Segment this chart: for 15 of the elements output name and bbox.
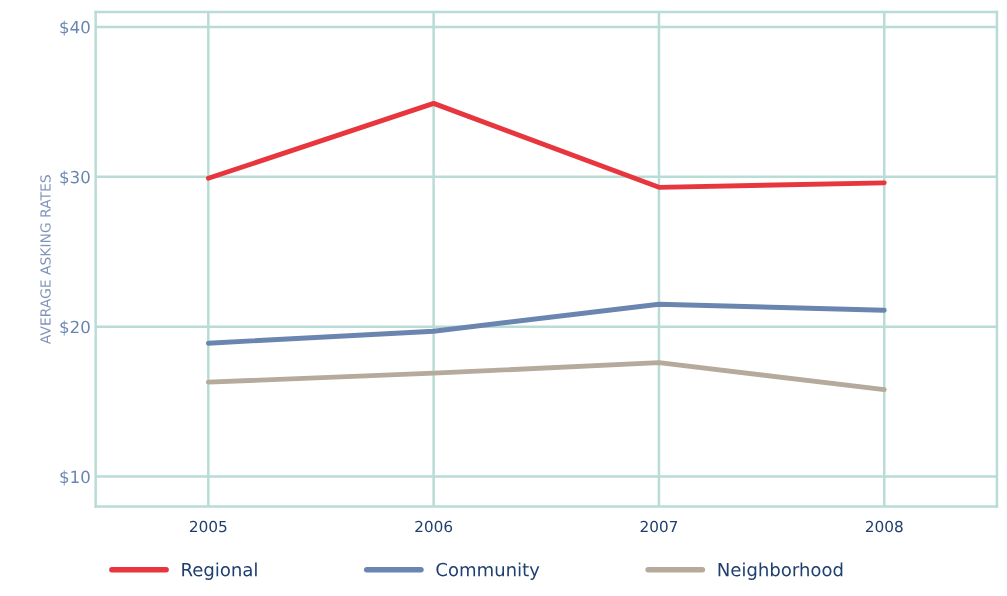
x-tick-label: 2008 [865, 520, 903, 533]
y-tick-label: $30 [60, 170, 90, 186]
legend-label: Neighborhood [718, 562, 843, 580]
y-tick-label: $40 [60, 20, 90, 36]
y-tick-label: $10 [60, 470, 90, 486]
line-series [205, 301, 887, 346]
y-tick-label: $20 [60, 320, 90, 336]
line-series [205, 360, 887, 393]
legend-label: Community [436, 562, 540, 580]
legend-label: Regional [182, 562, 257, 580]
x-tick-label: 2006 [415, 520, 453, 533]
line-series [205, 100, 887, 190]
x-tick-label: 2005 [190, 520, 227, 533]
y-axis-title: AVERAGE ASKING RATES [40, 175, 51, 345]
x-tick-label: 2007 [640, 520, 678, 533]
